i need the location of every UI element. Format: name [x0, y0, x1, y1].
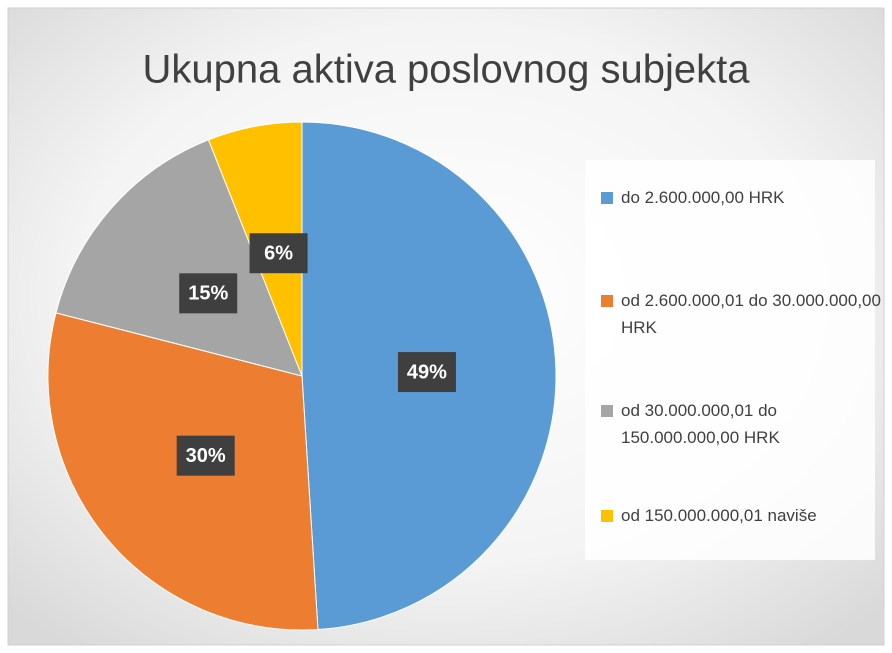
legend-swatch: [601, 295, 613, 307]
data-label-box: [397, 352, 456, 393]
legend-item: do 2.600.000,00 HRK: [601, 184, 889, 211]
legend-item: od 150.000.000,01 naviše: [601, 502, 889, 529]
legend-swatch: [601, 510, 613, 522]
legend-swatch: [601, 405, 613, 417]
legend-label: od 30.000.000,01 do 150.000.000,00 HRK: [621, 401, 780, 447]
pie-slice: [55, 139, 303, 377]
data-label-box: [249, 233, 308, 274]
data-label-box: [179, 273, 238, 314]
legend-label: od 150.000.000,01 naviše: [621, 506, 817, 525]
data-label: 6%: [264, 242, 293, 264]
legend-label: do 2.600.000,00 HRK: [621, 188, 785, 207]
legend-label: od 2.600.000,01 do 30.000.000,00 HRK: [621, 291, 881, 337]
legend-item: od 2.600.000,01 do 30.000.000,00 HRK: [601, 287, 889, 341]
data-label-box: [176, 435, 235, 476]
chart-title: Ukupna aktiva poslovnog subjekta: [142, 48, 750, 92]
legend-item: od 30.000.000,01 do 150.000.000,00 HRK: [601, 397, 889, 451]
data-label: 49%: [407, 361, 447, 383]
data-label: 15%: [188, 283, 228, 305]
legend: do 2.600.000,00 HRK od 2.600.000,01 do 30…: [585, 160, 881, 560]
legend-swatch: [601, 192, 613, 204]
data-label: 30%: [186, 445, 226, 467]
